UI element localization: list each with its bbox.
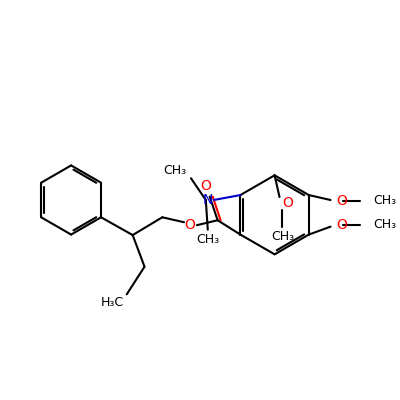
Text: CH₃: CH₃ xyxy=(196,233,219,246)
Text: O: O xyxy=(336,218,347,232)
Text: O: O xyxy=(200,179,211,193)
Text: CH₃: CH₃ xyxy=(373,218,396,231)
Text: H₃C: H₃C xyxy=(100,296,124,309)
Text: N: N xyxy=(202,193,213,207)
Text: CH₃: CH₃ xyxy=(373,194,396,208)
Text: O: O xyxy=(184,218,195,232)
Text: O: O xyxy=(282,196,293,210)
Text: CH₃: CH₃ xyxy=(163,164,186,177)
Text: CH₃: CH₃ xyxy=(271,230,294,243)
Text: O: O xyxy=(336,194,347,208)
